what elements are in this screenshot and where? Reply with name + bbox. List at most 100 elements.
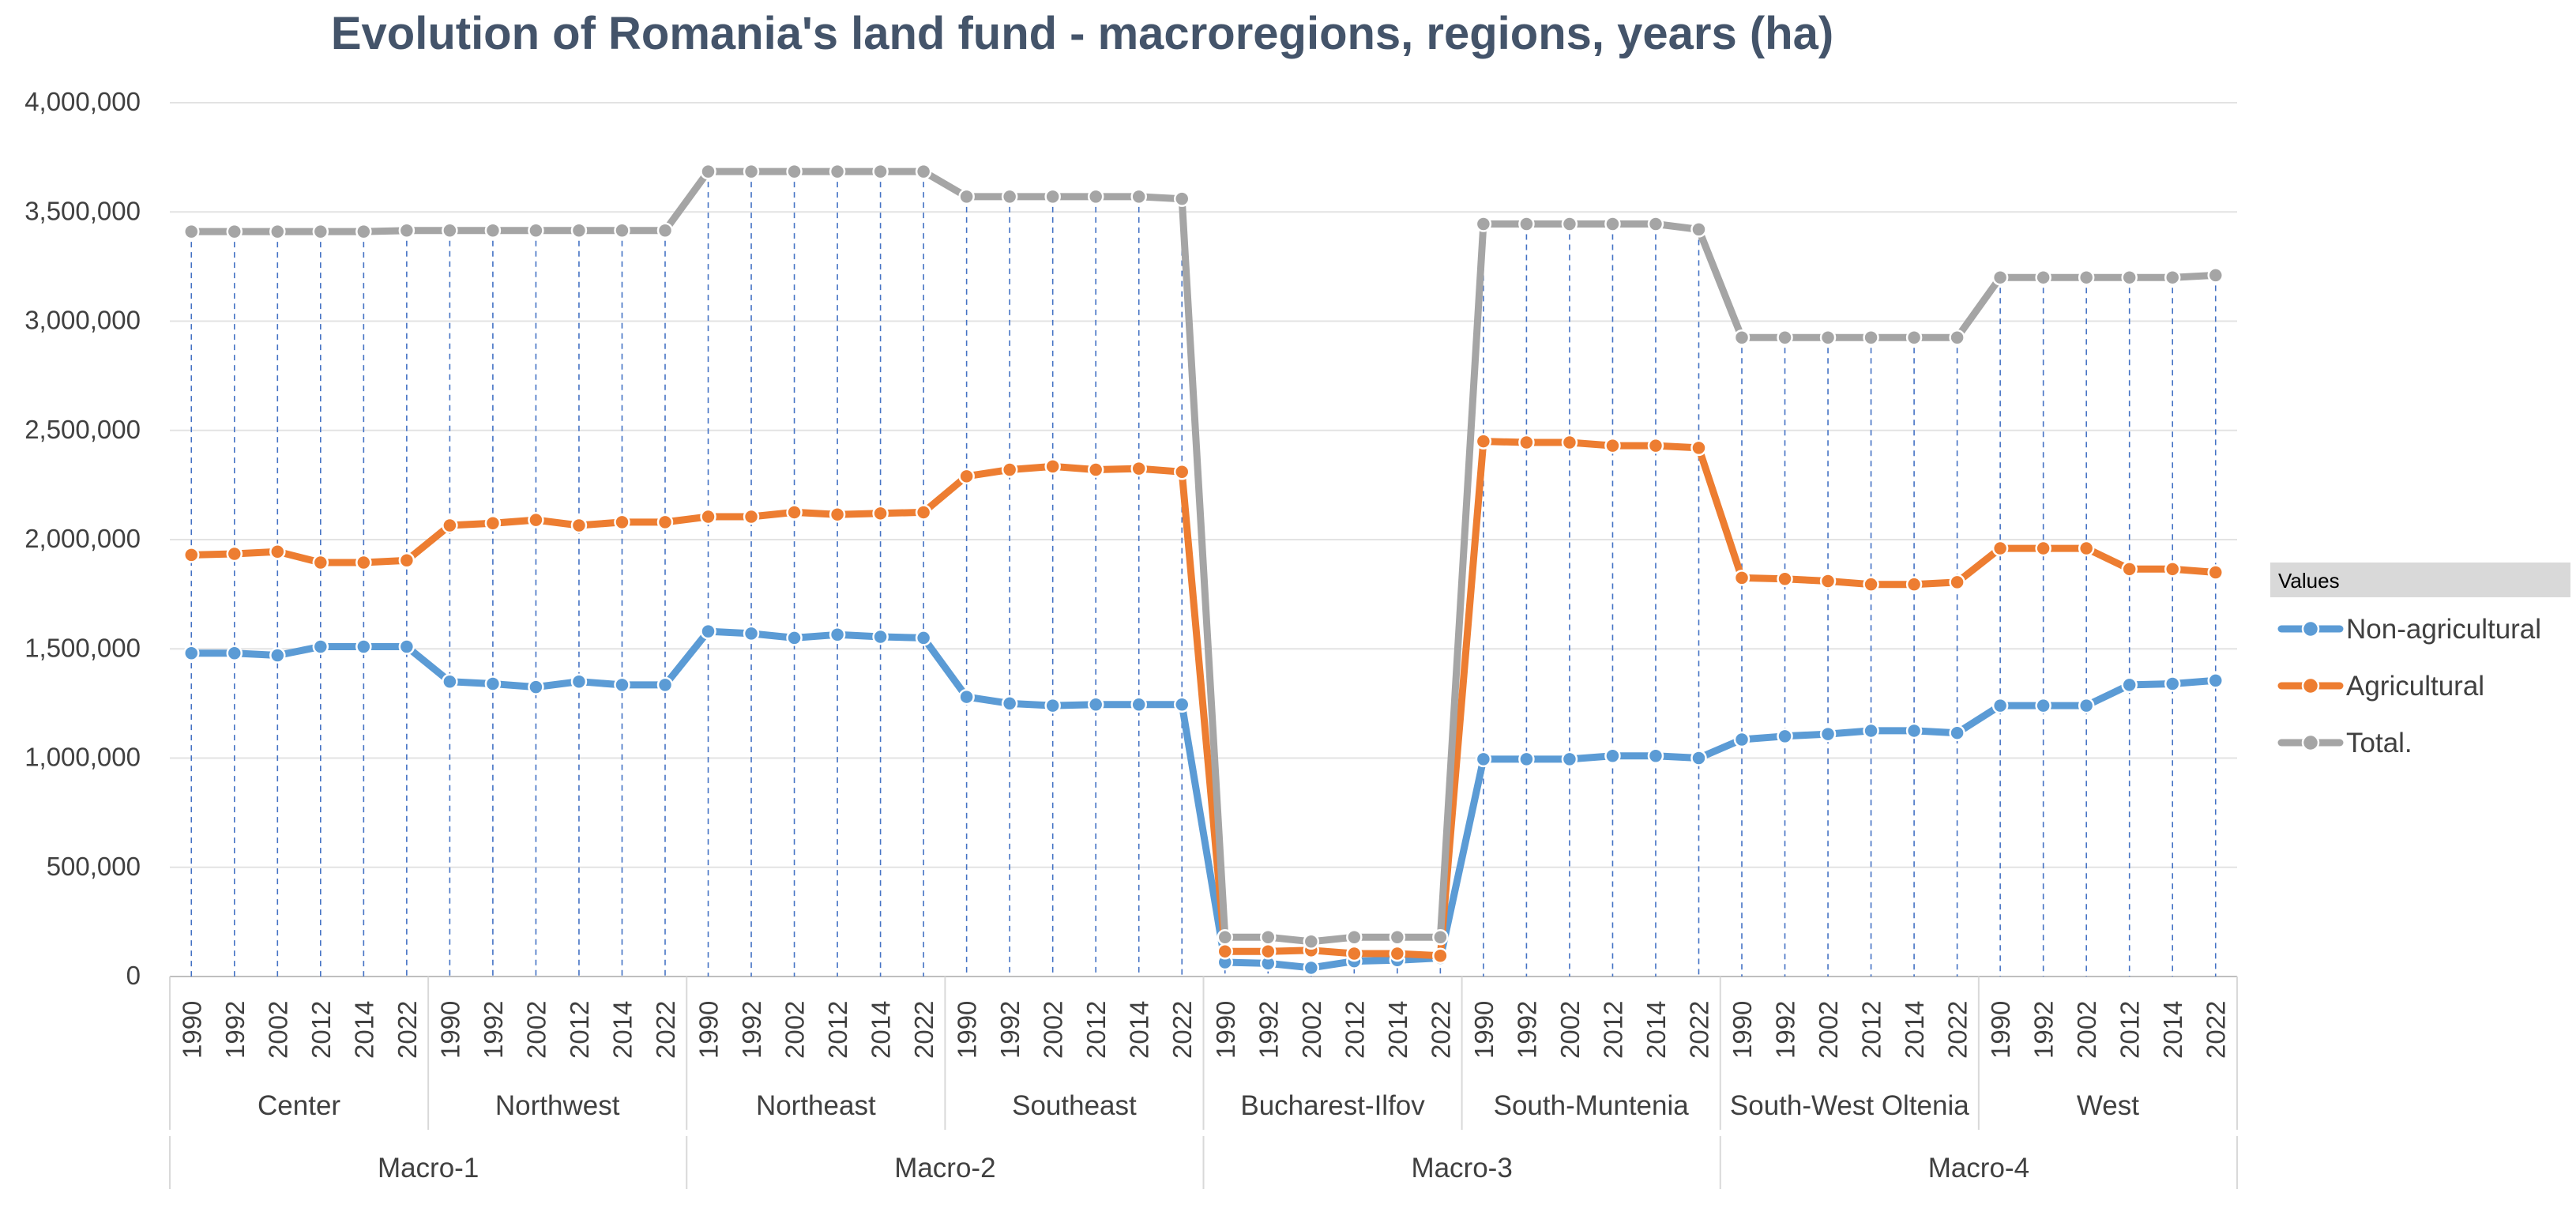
data-point[interactable] xyxy=(786,163,803,180)
data-point[interactable] xyxy=(1303,933,1320,950)
data-point[interactable] xyxy=(355,554,372,571)
data-point[interactable] xyxy=(183,223,200,240)
data-point[interactable] xyxy=(570,673,588,690)
data-point[interactable] xyxy=(1733,731,1751,748)
data-point[interactable] xyxy=(1303,959,1320,977)
data-point[interactable] xyxy=(2121,676,2138,694)
legend-label[interactable]: Agricultural xyxy=(2346,671,2484,702)
data-point[interactable] xyxy=(1561,434,1578,451)
data-point[interactable] xyxy=(1777,329,1793,346)
data-point[interactable] xyxy=(1001,461,1018,478)
data-point[interactable] xyxy=(226,545,243,563)
data-point[interactable] xyxy=(269,223,286,240)
data-point[interactable] xyxy=(915,630,932,646)
data-point[interactable] xyxy=(570,517,588,534)
data-point[interactable] xyxy=(1475,433,1492,450)
data-point[interactable] xyxy=(1561,751,1578,768)
data-point[interactable] xyxy=(656,514,674,531)
data-point[interactable] xyxy=(1604,437,1621,454)
data-point[interactable] xyxy=(2035,697,2051,714)
data-point[interactable] xyxy=(1389,928,1406,946)
data-point[interactable] xyxy=(1905,722,1923,739)
data-point[interactable] xyxy=(872,628,889,645)
data-point[interactable] xyxy=(1863,576,1879,593)
data-point[interactable] xyxy=(743,508,760,525)
data-point[interactable] xyxy=(1819,573,1837,589)
data-point[interactable] xyxy=(442,222,458,239)
data-point[interactable] xyxy=(355,223,372,240)
data-point[interactable] xyxy=(1604,216,1621,232)
data-point[interactable] xyxy=(2164,676,2181,692)
data-point[interactable] xyxy=(2078,540,2095,557)
data-point[interactable] xyxy=(1690,750,1707,766)
data-point[interactable] xyxy=(1777,728,1793,745)
data-point[interactable] xyxy=(2078,697,2095,714)
data-point[interactable] xyxy=(269,647,286,664)
data-point[interactable] xyxy=(528,679,544,695)
data-point[interactable] xyxy=(1001,188,1018,205)
data-point[interactable] xyxy=(312,554,329,571)
data-point[interactable] xyxy=(2207,564,2224,581)
data-point[interactable] xyxy=(1949,329,1965,346)
data-point[interactable] xyxy=(1130,696,1147,713)
data-point[interactable] xyxy=(614,676,630,694)
data-point[interactable] xyxy=(1432,928,1449,946)
data-point[interactable] xyxy=(614,222,630,239)
data-point[interactable] xyxy=(1130,460,1147,477)
data-point[interactable] xyxy=(1819,725,1837,743)
data-point[interactable] xyxy=(1130,188,1147,205)
data-point[interactable] xyxy=(484,222,502,239)
data-point[interactable] xyxy=(2121,269,2138,286)
data-point[interactable] xyxy=(528,222,544,239)
data-point[interactable] xyxy=(1518,751,1535,768)
data-point[interactable] xyxy=(1518,434,1535,451)
data-point[interactable] xyxy=(743,625,760,642)
data-point[interactable] xyxy=(786,504,803,521)
data-point[interactable] xyxy=(1949,724,1965,741)
data-point[interactable] xyxy=(484,515,502,532)
data-point[interactable] xyxy=(2207,267,2224,284)
data-point[interactable] xyxy=(269,543,286,560)
data-point[interactable] xyxy=(786,630,803,646)
data-point[interactable] xyxy=(1647,437,1664,454)
data-point[interactable] xyxy=(1173,696,1190,713)
data-point[interactable] xyxy=(829,163,846,180)
data-point[interactable] xyxy=(656,676,674,694)
data-point[interactable] xyxy=(1475,216,1492,232)
data-point[interactable] xyxy=(1905,329,1923,346)
data-point[interactable] xyxy=(226,223,243,240)
data-point[interactable] xyxy=(1991,269,2009,286)
data-point[interactable] xyxy=(1518,216,1535,232)
data-point[interactable] xyxy=(700,508,716,525)
data-point[interactable] xyxy=(1991,697,2009,714)
data-point[interactable] xyxy=(2164,561,2181,578)
data-point[interactable] xyxy=(1863,329,1879,346)
legend-label[interactable]: Total. xyxy=(2346,728,2412,758)
data-point[interactable] xyxy=(1819,329,1837,346)
legend[interactable]: Values Non-agricultural Agricultural Total… xyxy=(2270,563,2570,758)
data-point[interactable] xyxy=(1432,947,1449,964)
data-point[interactable] xyxy=(312,223,329,240)
data-point[interactable] xyxy=(484,676,502,692)
data-point[interactable] xyxy=(1863,722,1879,739)
data-point[interactable] xyxy=(1647,747,1664,764)
data-point[interactable] xyxy=(1044,458,1061,475)
data-point[interactable] xyxy=(355,638,372,655)
data-point[interactable] xyxy=(1346,945,1363,962)
data-point[interactable] xyxy=(1733,570,1751,586)
data-point[interactable] xyxy=(2164,269,2181,286)
data-point[interactable] xyxy=(1087,461,1104,478)
data-point[interactable] xyxy=(1647,216,1664,232)
data-point[interactable] xyxy=(1346,928,1363,946)
data-point[interactable] xyxy=(183,547,200,563)
data-point[interactable] xyxy=(1217,928,1234,946)
data-point[interactable] xyxy=(1690,439,1707,457)
data-point[interactable] xyxy=(829,506,846,523)
data-point[interactable] xyxy=(1604,747,1621,764)
data-point[interactable] xyxy=(1690,221,1707,238)
data-point[interactable] xyxy=(1389,945,1406,962)
data-point[interactable] xyxy=(398,552,416,569)
data-point[interactable] xyxy=(958,188,975,205)
data-point[interactable] xyxy=(1475,751,1492,768)
data-point[interactable] xyxy=(958,688,975,706)
